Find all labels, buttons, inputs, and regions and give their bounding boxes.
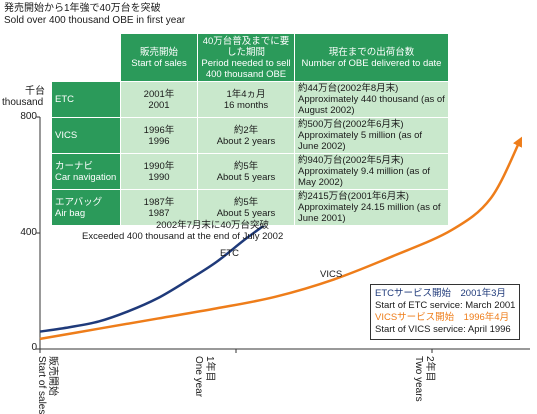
table-header-current: 現在までの出荷台数 Number of OBE delivered to dat… [294,33,449,82]
table-cell-start-en: 2001 [148,99,170,111]
table-cell-period: 約5年 About 5 years [197,189,295,226]
table-cell-current: 約500万台(2002年6月末) Approximately 5 million … [294,117,449,154]
table-cell-product-en: Car navigation [55,171,117,183]
legend-vics-ja: VICSサービス開始 1996年4月 [375,312,510,323]
table-cell-product: ETC [51,81,121,118]
table-cell-current-ja: 約500万台(2002年6月末) [298,119,404,130]
x-tick-label: 2年目 Two years [413,356,435,402]
table-cell-current: 約2415万台(2001年6月末) Approximately 24.15 mil… [294,189,449,226]
chart-title-en: Sold over 400 thousand OBE in first year [4,15,186,26]
table-cell-start-en: 1987 [148,207,170,219]
series-line-vics [39,136,523,341]
table-header-current-en: Number of OBE delivered to date [301,57,442,69]
table-cell-product: VICS [51,117,121,154]
table-row: VICS 1996年 1996 約2年 About 2 years 約500万台(2002… [51,117,449,154]
series-line-etc [39,194,302,333]
x-tick-label-en: Start of sales [36,356,47,414]
table-cell-current: 約44万台(2002年8月末) Approximately 440 thousan… [294,81,449,118]
sales-info-table: 販売開始 Start of sales 40万台普及までに要した期間 Perio… [51,33,449,226]
table-cell-start: 1990年 1990 [120,153,198,190]
x-tick-label: 販売開始 Start of sales [36,356,58,414]
y-axis-label-ja: 千台 [25,86,45,97]
table-cell-period-en: About 5 years [216,207,276,219]
table-cell-start-ja: 2001年 [143,88,175,100]
table-cell-period-ja: 約5年 [233,196,259,208]
table-cell-start: 2001年 2001 [120,81,198,118]
x-tick-label-en: One year [193,356,204,398]
y-tick-label: 400 [20,227,37,238]
y-tick-label: 800 [20,111,37,122]
annotation-ja: 2002年7月末に40万台突破 [156,220,269,231]
table-cell-product-en: Air bag [55,207,86,219]
table-cell-period-ja: 約5年 [233,160,259,172]
table-header-period-ja: 40万台普及までに要した期間 [202,35,290,58]
table-cell-product: エアバッグ Air bag [51,189,121,226]
table-cell-period-ja: 約2年 [233,124,259,136]
chart-title-ja: 発売開始から1年強で40万台を突破 [4,3,161,14]
table-cell-current: 約940万台(2002年5月末) Approximately 9.4 millio… [294,153,449,190]
table-cell-current-en: Approximately 5 million (as of June 2002… [298,130,423,152]
x-tick-label: 1年目 One year [193,356,215,397]
table-header-start-en: Start of sales [131,57,187,69]
table-cell-current-en: Approximately 9.4 million (as of May 200… [298,166,430,188]
table-cell-current-en: Approximately 24.15 million (as of June … [298,202,441,224]
legend-etc-ja: ETCサービス開始 2001年3月 [375,288,506,299]
table-cell-start: 1996年 1996 [120,117,198,154]
table-cell-period-ja: 1年4ヵ月 [226,88,266,100]
table-cell-period-en: About 5 years [216,171,276,183]
table-cell-start-en: 1990 [148,171,170,183]
table-row: カーナビ Car navigation 1990年 1990 約5年 About 5 ye… [51,153,449,190]
table-cell-current-en: Approximately 440 thousand (as of August… [298,94,445,116]
table-row: ETC 2001年 2001 1年4ヵ月 16 months 約44万台(2002年8月末… [51,81,449,118]
table-row: エアバッグ Air bag 1987年 1987 約5年 About 5 years 約24… [51,189,449,226]
table-cell-period: 1年4ヵ月 16 months [197,81,295,118]
table-cell-current-ja: 約2415万台(2001年6月末) [298,191,409,202]
table-header-start-ja: 販売開始 [139,46,178,58]
table-cell-start-en: 1996 [148,135,170,147]
series-label-etc: ETC [220,248,239,259]
table-cell-period-en: About 2 years [216,135,276,147]
series-label-vics: VICS [320,269,343,280]
table-cell-product: カーナビ Car navigation [51,153,121,190]
x-tick-label-ja: 1年目 [204,356,215,382]
table-cell-current-ja: 約940万台(2002年5月末) [298,155,404,166]
table-corner [51,33,121,82]
table-cell-start-ja: 1987年 [143,196,175,208]
table-header-start: 販売開始 Start of sales [120,33,198,82]
table-cell-period: 約5年 About 5 years [197,153,295,190]
y-tick-label: 0 [31,342,37,353]
table-cell-period: 約2年 About 2 years [197,117,295,154]
table-cell-start-ja: 1996年 [143,124,175,136]
table-cell-product-ja: ETC [55,94,74,105]
x-tick-label-en: Two years [413,356,424,402]
table-cell-start-ja: 1990年 [143,160,175,172]
table-cell-product-ja: VICS [55,130,78,141]
y-axis-label-en: thousand [2,97,44,108]
table-cell-current-ja: 約44万台(2002年8月末) [298,83,399,94]
legend-etc-en: Start of ETC service: March 2001 [375,300,516,311]
table-cell-product-ja: カーナビ [55,160,94,172]
legend-box: ETCサービス開始 2001年3月 Start of ETC service: … [370,284,520,340]
annotation-en: Exceeded 400 thousand at the end of July… [82,231,284,242]
x-tick-label-ja: 2年目 [424,356,435,382]
legend-vics-en: Start of VICS service: April 1996 [375,324,511,335]
table-header-current-ja: 現在までの出荷台数 [328,46,415,58]
x-tick-label-ja: 販売開始 [47,356,58,396]
table-header-period: 40万台普及までに要した期間 Period needed to sell 400… [197,33,295,82]
table-cell-period-en: 16 months [223,99,269,111]
table-cell-product-ja: エアバッグ [55,196,103,208]
table-header-period-en: Period needed to sell 400 thousand OBE [201,57,291,80]
